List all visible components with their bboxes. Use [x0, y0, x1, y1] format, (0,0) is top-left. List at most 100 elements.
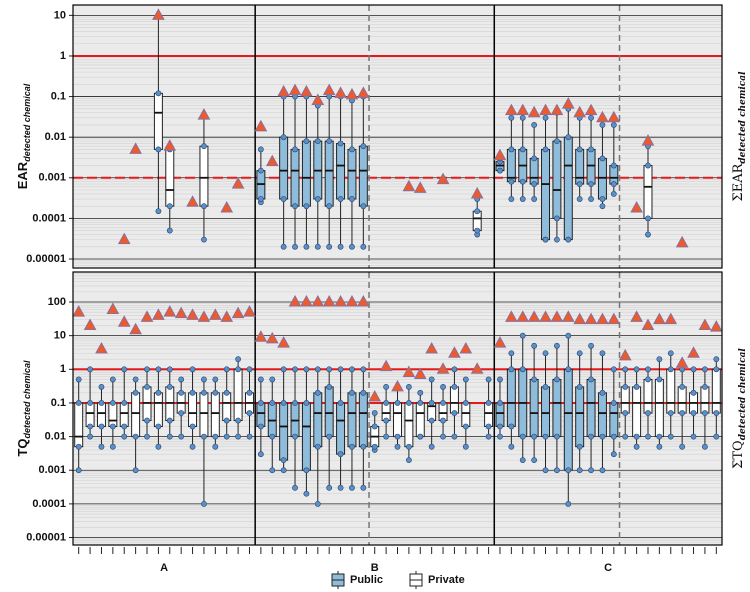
- point: [645, 433, 651, 440]
- box: [153, 392, 163, 427]
- point: [428, 417, 435, 424]
- point: [326, 433, 333, 440]
- point: [269, 376, 276, 383]
- point: [394, 443, 401, 450]
- point: [337, 366, 344, 373]
- point: [201, 203, 207, 210]
- point: [531, 155, 538, 162]
- point: [235, 433, 241, 440]
- point: [109, 423, 116, 430]
- point: [417, 433, 424, 440]
- point: [519, 332, 526, 339]
- point: [132, 433, 139, 440]
- point: [485, 423, 492, 430]
- point: [212, 433, 219, 440]
- point: [144, 417, 150, 424]
- point: [702, 383, 708, 390]
- point: [497, 167, 503, 174]
- point: [257, 167, 264, 174]
- max-triangle: [152, 8, 165, 20]
- y2-axis-label-sub: detected chemical: [738, 71, 748, 164]
- y-tick-label: 1: [60, 363, 66, 375]
- point: [132, 376, 139, 383]
- point: [713, 433, 720, 440]
- point: [497, 376, 503, 383]
- point: [337, 400, 344, 406]
- max-triangle: [413, 181, 427, 193]
- max-triangle: [596, 312, 609, 325]
- point: [405, 400, 412, 406]
- point: [223, 433, 230, 440]
- point: [599, 433, 606, 440]
- point: [132, 389, 139, 396]
- point: [292, 146, 298, 153]
- point: [121, 423, 128, 430]
- box: [575, 148, 585, 185]
- box: [472, 210, 482, 232]
- point: [622, 366, 629, 373]
- point: [257, 376, 264, 383]
- point: [576, 196, 583, 202]
- point: [349, 484, 355, 491]
- max-triangle: [174, 306, 188, 319]
- point: [87, 423, 93, 430]
- point: [212, 443, 219, 450]
- point: [576, 467, 583, 474]
- point: [360, 443, 367, 450]
- point: [394, 400, 401, 406]
- point: [405, 443, 412, 450]
- point: [610, 366, 617, 373]
- point: [451, 433, 458, 440]
- max-triangle: [493, 148, 507, 161]
- point: [656, 376, 663, 383]
- y-axis-label-sub: detected chemical: [22, 360, 32, 439]
- box: [643, 165, 653, 219]
- max-triangle: [539, 103, 552, 116]
- y-tick-label: 10: [54, 330, 66, 342]
- point: [667, 410, 674, 416]
- point: [576, 443, 583, 450]
- point: [610, 122, 617, 128]
- point: [542, 236, 549, 243]
- point: [531, 122, 538, 128]
- point: [622, 410, 629, 416]
- box: [313, 392, 323, 448]
- point: [610, 451, 617, 458]
- max-triangle: [356, 294, 370, 307]
- point: [326, 203, 333, 210]
- point: [371, 410, 378, 416]
- point: [599, 196, 606, 202]
- point: [303, 400, 310, 406]
- max-triangle: [573, 312, 587, 325]
- point: [280, 400, 287, 406]
- panel-border: [72, 4, 723, 269]
- point: [519, 457, 526, 464]
- point: [326, 383, 333, 390]
- box: [301, 402, 311, 471]
- box: [336, 142, 346, 200]
- point: [349, 443, 355, 450]
- max-triangle: [345, 294, 359, 307]
- max-triangle: [197, 108, 211, 120]
- point: [599, 467, 606, 474]
- y-axis-label-sub: detected chemical: [22, 83, 32, 162]
- point: [588, 146, 594, 153]
- point: [599, 350, 606, 357]
- point: [565, 467, 572, 474]
- point: [155, 146, 162, 153]
- point: [428, 400, 435, 406]
- max-triangle: [322, 294, 336, 307]
- point: [554, 138, 560, 145]
- point: [690, 389, 697, 396]
- point: [166, 383, 173, 390]
- point: [690, 410, 697, 416]
- max-triangle: [607, 110, 621, 123]
- max-triangle: [186, 308, 199, 320]
- box: [222, 392, 232, 422]
- max-triangle: [117, 315, 131, 327]
- box: [210, 392, 220, 438]
- point: [474, 227, 481, 234]
- max-triangle: [493, 336, 507, 348]
- point: [610, 433, 617, 440]
